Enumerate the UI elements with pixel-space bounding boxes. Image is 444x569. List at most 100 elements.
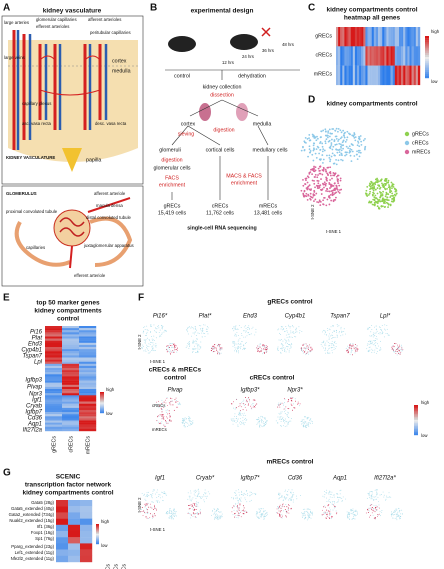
cell-point <box>379 513 380 515</box>
cell-point <box>288 507 290 509</box>
colorbar-step <box>96 529 99 531</box>
cell-point <box>372 189 375 192</box>
cell-point <box>235 335 237 337</box>
heatmap-cell <box>375 27 379 47</box>
cell-point <box>243 344 245 346</box>
cell-point <box>142 345 144 347</box>
cell-point <box>171 400 173 402</box>
cell-point <box>167 511 168 512</box>
cell-point <box>147 352 149 354</box>
cell-point <box>257 421 259 423</box>
cell-point <box>331 352 333 354</box>
cell-point <box>373 202 376 204</box>
cell-point <box>218 343 220 345</box>
no-water <box>261 27 271 37</box>
label: GLOMERULUS <box>6 191 37 196</box>
cell-point <box>283 347 285 349</box>
cell-point <box>380 348 382 350</box>
label: medulla <box>112 68 131 74</box>
cell-point <box>169 507 171 509</box>
label: Lpl <box>34 360 43 366</box>
cell-point <box>322 203 324 206</box>
cell-point <box>281 505 283 507</box>
cell-point <box>189 513 191 514</box>
label: Igfbp3* <box>240 388 260 394</box>
cell-point <box>326 134 329 137</box>
cell-point <box>187 512 189 514</box>
cell-point <box>332 325 334 327</box>
cell-point <box>387 199 390 202</box>
cell-point <box>336 188 339 191</box>
cell-point <box>191 514 192 516</box>
cell-point <box>221 513 223 515</box>
cell-point <box>262 349 264 351</box>
cell-point <box>375 342 377 344</box>
cell-point <box>183 420 185 422</box>
cell-point <box>286 506 288 508</box>
cell-point <box>398 511 400 513</box>
cell-point <box>346 136 349 139</box>
cell-point <box>391 515 393 517</box>
cell-point <box>307 176 310 179</box>
cell-point <box>288 339 290 341</box>
cell-point <box>368 510 370 512</box>
cell-point <box>151 345 153 347</box>
cell-point <box>351 513 353 515</box>
cell-point <box>192 516 194 517</box>
cell-point <box>149 340 151 342</box>
cell-point <box>207 327 209 329</box>
heatmap-cell <box>79 384 97 388</box>
cell-point <box>376 493 378 495</box>
cell-point <box>304 177 307 180</box>
cell-point <box>311 420 313 422</box>
cell-point <box>381 333 383 335</box>
label: mRECs control <box>267 459 314 466</box>
cell-point <box>276 508 278 510</box>
cell-point <box>143 327 144 328</box>
cell-point <box>338 151 341 154</box>
cell-point <box>232 514 234 516</box>
cell-point <box>322 513 324 515</box>
cell-point <box>234 413 236 415</box>
cell-point <box>164 330 166 332</box>
heatmap-cell <box>80 512 93 519</box>
cell-point <box>376 491 378 493</box>
cell-point <box>199 496 200 497</box>
colorbar-step <box>414 415 418 418</box>
label: Gata5 (28g) <box>31 500 54 505</box>
cell-point <box>147 512 149 514</box>
cell-point <box>169 420 171 422</box>
cell-point <box>372 508 374 510</box>
cell-point <box>312 422 314 424</box>
cell-point <box>391 192 394 195</box>
colorbar-step <box>425 46 429 49</box>
heatmap-cell <box>417 46 421 66</box>
cell-point <box>352 511 354 513</box>
cell-point <box>141 348 143 350</box>
glomerulus <box>53 209 91 247</box>
cell-point <box>154 489 155 491</box>
cell-point <box>190 420 191 422</box>
cell-point <box>195 327 197 329</box>
cell-point <box>283 506 285 508</box>
cell-point <box>204 492 206 494</box>
cell-point <box>331 334 333 336</box>
cell-point <box>328 338 330 340</box>
cell-point <box>278 418 280 420</box>
cell-point <box>384 324 386 326</box>
heatmap-cell <box>413 46 416 66</box>
colorbar-step <box>414 411 418 413</box>
cell-point <box>305 344 307 346</box>
cell-point <box>375 489 377 490</box>
cell-point <box>384 205 386 208</box>
cell-point <box>358 135 360 138</box>
cell-point <box>217 508 219 510</box>
cell-point <box>259 343 261 345</box>
cell-point <box>152 342 154 344</box>
cell-point <box>145 339 147 341</box>
cell-point <box>280 348 282 349</box>
colorbar-step <box>425 63 429 66</box>
cell-point <box>144 326 146 328</box>
label: medullary cells <box>252 147 287 153</box>
cell-point <box>153 509 155 510</box>
